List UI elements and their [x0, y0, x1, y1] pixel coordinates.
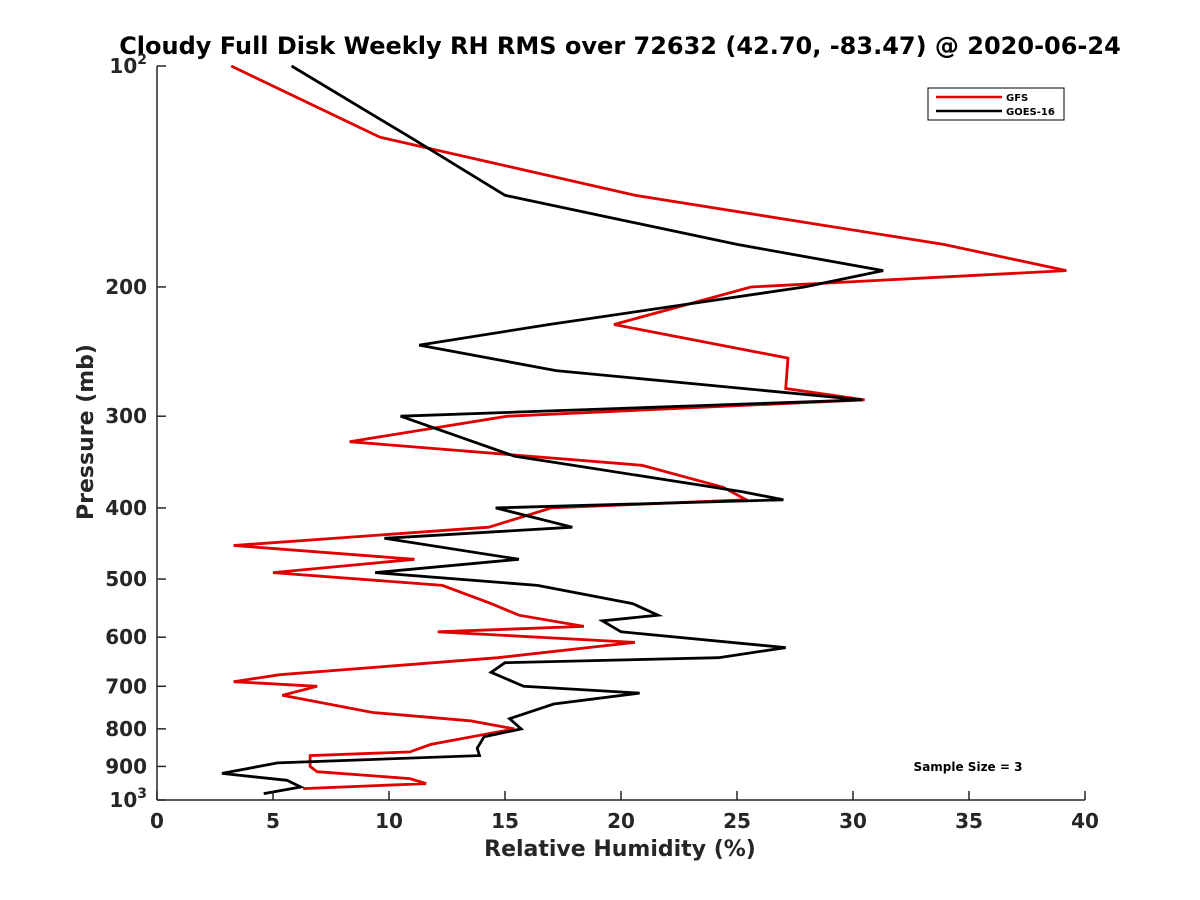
y-tick-label: 103	[109, 786, 147, 812]
legend-box	[927, 87, 1065, 121]
x-axis-label: Relative Humidity (%)	[484, 837, 756, 862]
y-tick-label: 700	[105, 674, 147, 698]
y-axis-label: Pressure (mb)	[74, 344, 99, 520]
x-tick-label: 0	[150, 809, 164, 833]
y-tick-label: 800	[105, 717, 147, 741]
legend-label-gfs: GFS	[1006, 93, 1028, 104]
series-layer	[221, 64, 1067, 795]
x-tick-label: 5	[266, 809, 280, 833]
y-ticks: 102 200 300 400 500 600 700 800 900 103	[105, 52, 166, 812]
y-tick-label: 200	[105, 275, 147, 299]
series-line-gfs	[230, 64, 1067, 790]
sample-size-annotation: Sample Size = 3	[914, 760, 1023, 774]
x-tick-label: 25	[723, 809, 751, 833]
y-tick-label: 600	[105, 625, 147, 649]
x-tick-label: 35	[955, 809, 983, 833]
chart-title: Cloudy Full Disk Weekly RH RMS over 7263…	[119, 32, 1121, 60]
x-tick-label: 10	[375, 809, 403, 833]
legend-label-goes16: GOES-16	[1006, 107, 1055, 118]
x-tick-label: 15	[491, 809, 519, 833]
series-line-goes16	[221, 64, 884, 795]
y-tick-label: 400	[105, 496, 147, 520]
x-tick-label: 40	[1071, 809, 1099, 833]
y-tick-label: 102	[109, 52, 147, 78]
y-tick-label: 900	[105, 754, 147, 778]
x-tick-label: 20	[607, 809, 635, 833]
x-tick-label: 30	[839, 809, 867, 833]
y-tick-label: 500	[105, 567, 147, 591]
x-ticks: 0 5 10 15 20 25 30 35 40	[150, 791, 1099, 833]
legend: GFS GOES-16	[927, 87, 1065, 121]
y-tick-label: 300	[105, 404, 147, 428]
